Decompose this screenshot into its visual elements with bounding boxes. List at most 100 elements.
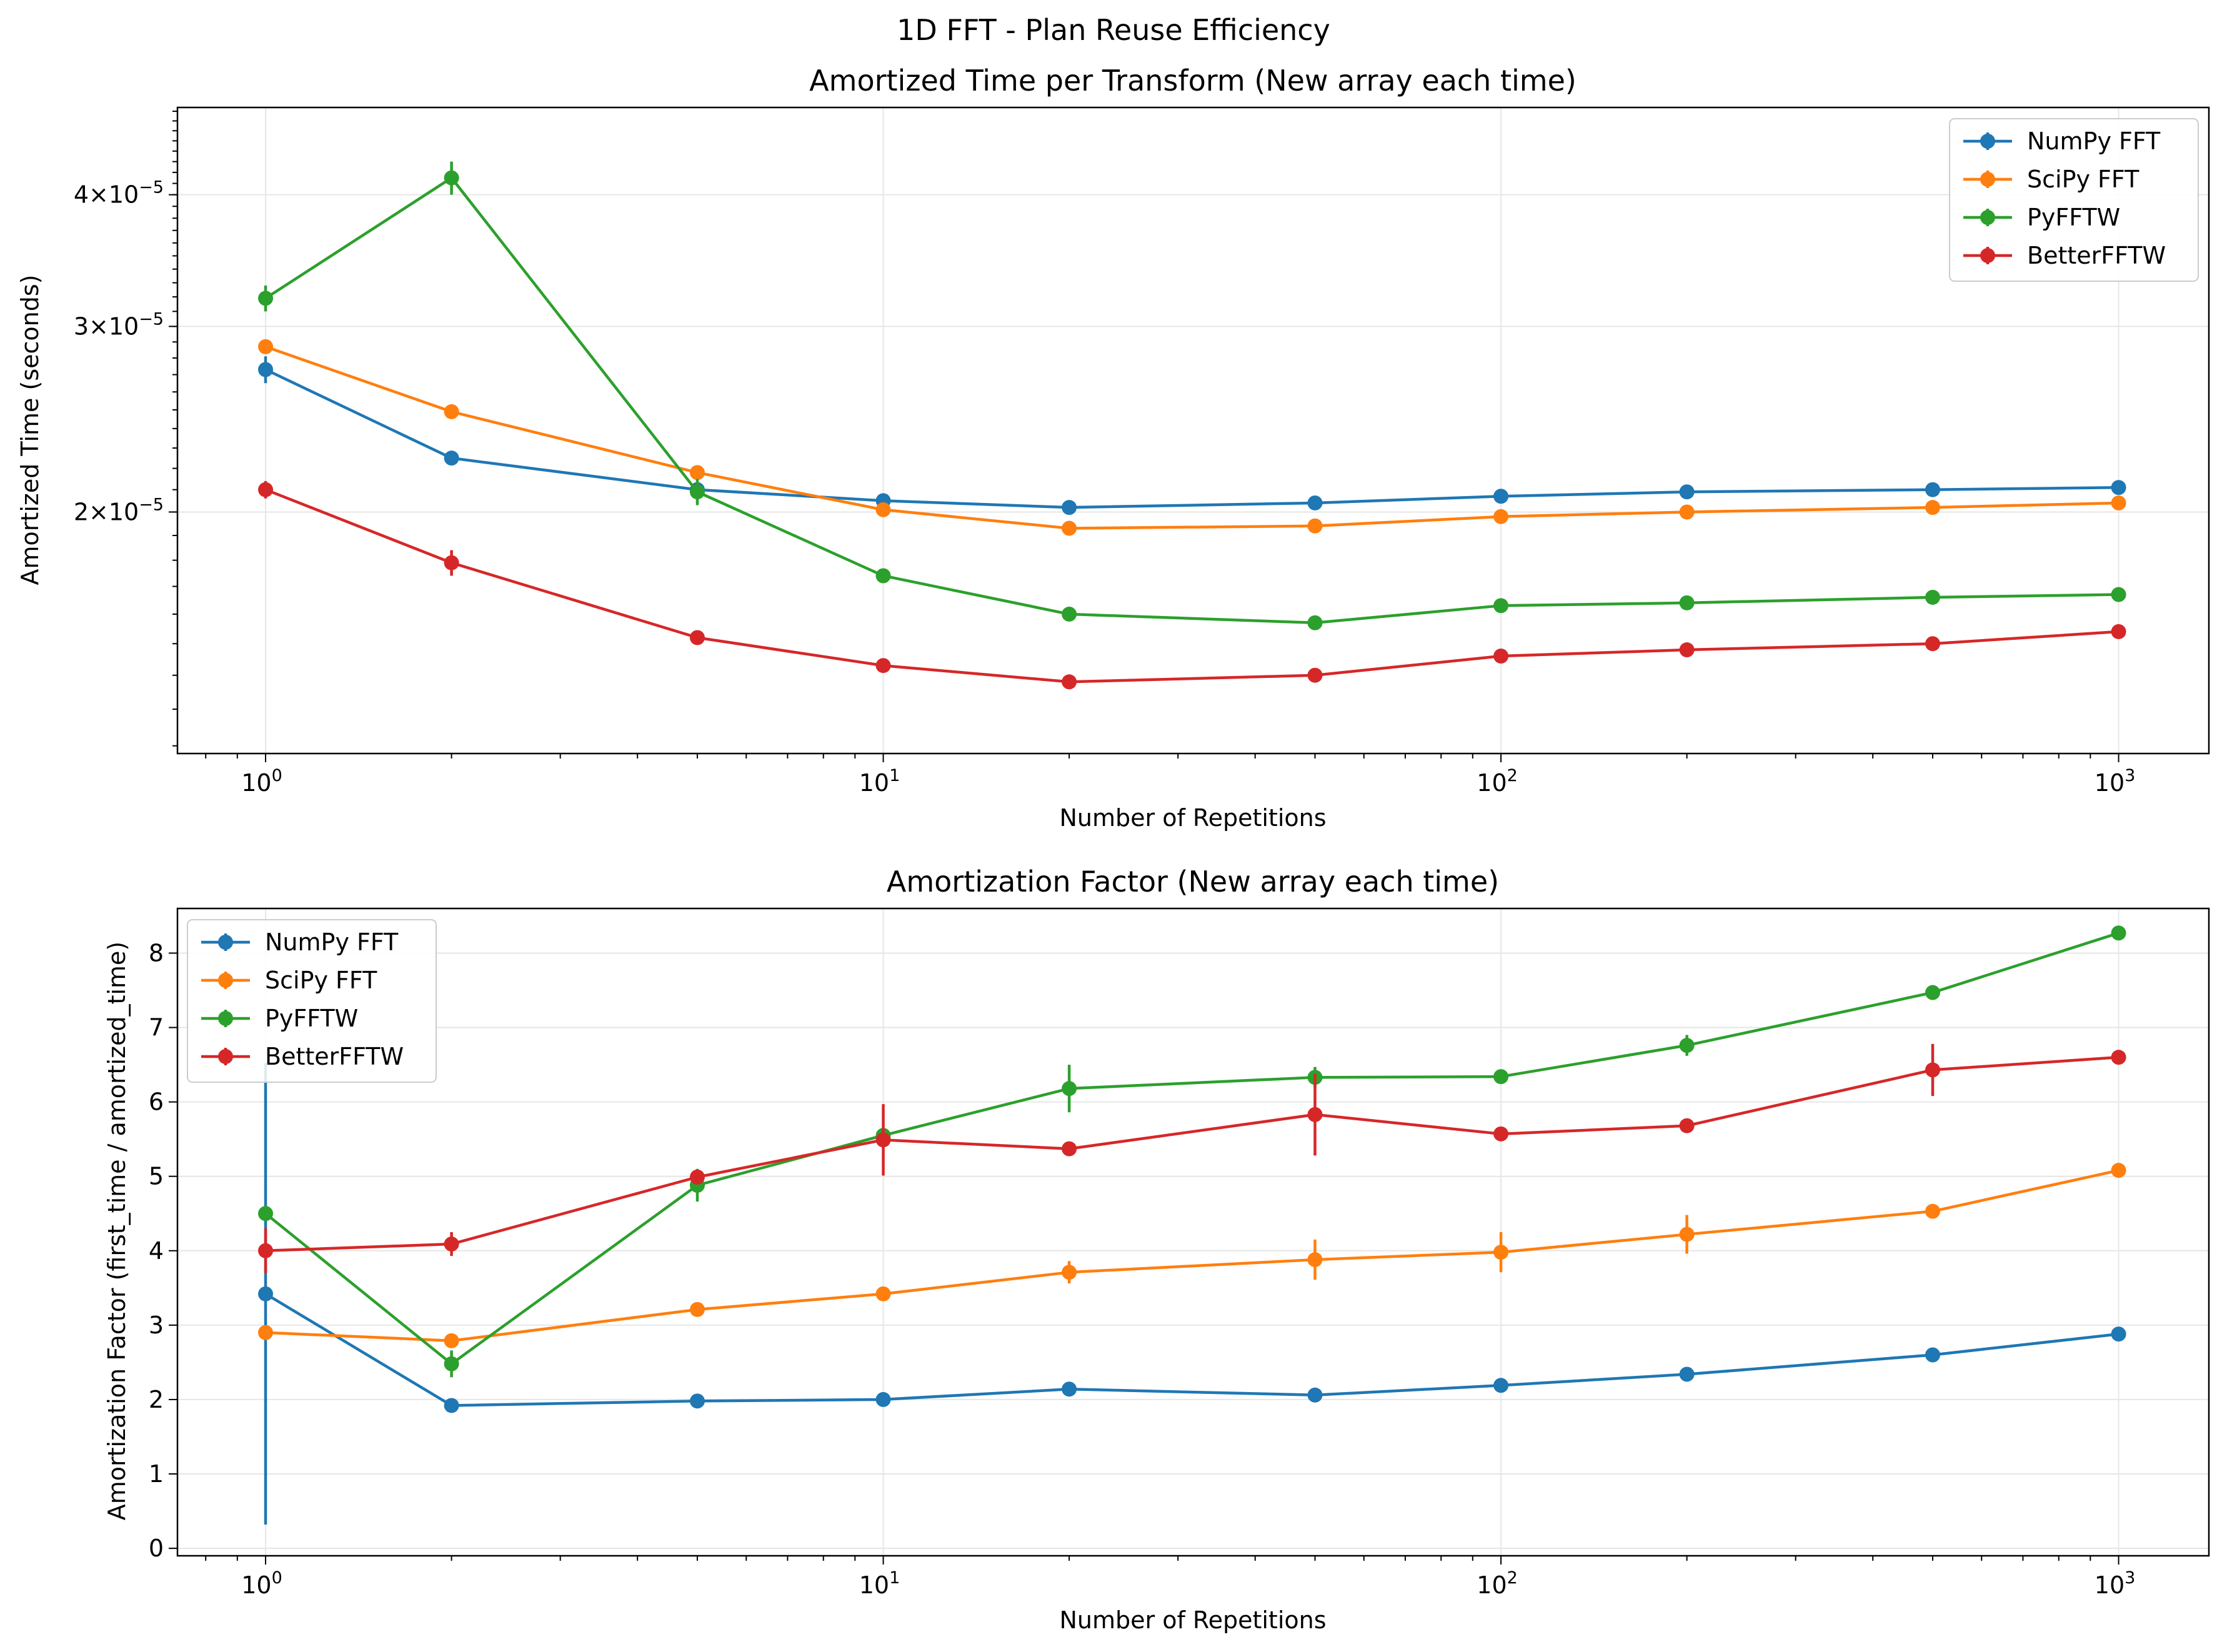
top-panel-legend: NumPy FFT SciPy FFT PyFFTW BetterFFTW	[1949, 118, 2199, 282]
top-panel-legend-box	[1949, 118, 2199, 282]
bottom-panel-data-point-pyfftw	[1925, 985, 1940, 1000]
top-panel-data-point-pyfftw	[2111, 587, 2126, 602]
bottom-panel-data-point-scipy-fft	[1679, 1227, 1695, 1242]
top-panel-legend-marker-scipy-fft	[1980, 172, 1995, 187]
bottom-panel-data-point-pyfftw	[258, 1206, 274, 1222]
top-panel-data-point-numpy-fft	[2111, 480, 2126, 495]
bottom-panel-legend-box	[187, 919, 437, 1083]
top-panel-data-point-numpy-fft	[1307, 495, 1323, 510]
bottom-panel-legend-label-pyfftw: PyFFTW	[265, 1005, 358, 1032]
top-panel-data-point-betterfftw	[689, 630, 705, 645]
top-panel-y-tick-label: 2×10−5	[74, 495, 164, 525]
top-panel-data-point-betterfftw	[444, 555, 459, 570]
bottom-panel-y-axis-label: Amortization Factor (first_time / amorti…	[103, 942, 131, 1521]
bottom-panel-data-point-numpy-fft	[689, 1393, 705, 1409]
top-panel-data-point-numpy-fft	[1062, 500, 1077, 515]
top-panel-x-tick-label: 102	[1477, 766, 1518, 797]
bottom-panel-data-point-pyfftw	[444, 1356, 459, 1371]
bottom-panel-legend-marker-numpy-fft	[218, 935, 233, 950]
bottom-panel-data-point-numpy-fft	[1307, 1387, 1323, 1403]
top-panel-data-point-scipy-fft	[1062, 520, 1077, 536]
bottom-panel-data-point-betterfftw	[1679, 1118, 1695, 1133]
top-panel-data-point-betterfftw	[875, 658, 891, 674]
bottom-panel-data-point-numpy-fft	[1493, 1378, 1509, 1393]
top-panel-data-point-numpy-fft	[444, 450, 459, 466]
top-panel-data-point-scipy-fft	[875, 502, 891, 517]
bottom-panel-data-point-scipy-fft	[444, 1333, 459, 1348]
top-panel-data-point-betterfftw	[1679, 642, 1695, 658]
bottom-panel-data-point-pyfftw	[1679, 1038, 1695, 1053]
top-panel-data-point-betterfftw	[1493, 649, 1509, 664]
top-panel-data-point-betterfftw	[1925, 636, 1940, 652]
top-panel-legend-marker-betterfftw	[1980, 248, 1995, 263]
bottom-panel-y-tick-label: 5	[149, 1163, 164, 1190]
bottom-panel-data-point-pyfftw	[2111, 925, 2126, 941]
top-panel-data-point-betterfftw	[1062, 674, 1077, 690]
bottom-panel-data-point-numpy-fft	[444, 1398, 459, 1413]
bottom-panel-legend-label-betterfftw: BetterFFTW	[265, 1043, 404, 1070]
bottom-panel-data-point-pyfftw	[1062, 1081, 1077, 1097]
top-panel-data-point-pyfftw	[875, 568, 891, 584]
top-panel-legend-label-pyfftw: PyFFTW	[2027, 204, 2120, 231]
top-panel-x-tick-label: 100	[241, 766, 282, 797]
bottom-panel-data-point-betterfftw	[444, 1237, 459, 1252]
top-panel-data-point-scipy-fft	[2111, 495, 2126, 510]
bottom-panel-data-point-scipy-fft	[1493, 1245, 1509, 1260]
top-panel-series-line-numpy-fft	[265, 368, 2119, 509]
bottom-panel-data-point-scipy-fft	[258, 1325, 274, 1340]
top-panel-data-point-pyfftw	[1307, 615, 1323, 630]
bottom-panel-legend-marker-betterfftw	[218, 1049, 233, 1064]
bottom-panel-data-point-numpy-fft	[875, 1391, 891, 1407]
bottom-panel-data-point-scipy-fft	[875, 1286, 891, 1301]
bottom-panel-series-line-betterfftw	[265, 1055, 2119, 1253]
bottom-panel-y-tick-label: 0	[149, 1535, 164, 1562]
bottom-panel-y-tick-label: 8	[149, 939, 164, 967]
top-panel-series-line-pyfftw	[264, 176, 2119, 625]
bottom-panel-legend-label-numpy-fft: NumPy FFT	[265, 928, 399, 956]
top-panel-data-point-numpy-fft	[1925, 482, 1940, 497]
top-panel-data-point-pyfftw	[1925, 589, 1940, 605]
top-panel-data-point-numpy-fft	[1493, 489, 1509, 504]
top-panel-data-point-betterfftw	[2111, 624, 2126, 639]
top-panel-data-point-betterfftw	[1307, 667, 1323, 683]
top-panel-legend-label-scipy-fft: SciPy FFT	[2027, 166, 2140, 193]
figure-title: 1D FFT - Plan Reuse Efficiency	[897, 13, 1330, 47]
top-panel-y-tick-label: 4×10−5	[74, 178, 164, 209]
bottom-panel-legend-marker-scipy-fft	[218, 973, 233, 988]
bottom-panel-axes-frame	[176, 907, 2210, 1557]
bottom-panel-series-line-numpy-fft	[264, 1292, 2119, 1407]
top-panel-series-line-scipy-fft	[265, 345, 2119, 530]
bottom-panel-legend-marker-pyfftw	[218, 1011, 233, 1026]
top-panel-data-point-pyfftw	[689, 484, 705, 500]
top-panel-series-line-betterfftw	[265, 488, 2119, 684]
bottom-panel-data-point-numpy-fft	[1925, 1347, 1940, 1363]
top-panel-data-point-betterfftw	[258, 482, 274, 497]
bottom-panel-data-point-scipy-fft	[1925, 1203, 1940, 1219]
bottom-panel-x-tick-label: 101	[859, 1568, 900, 1599]
bottom-panel-data-point-numpy-fft	[1062, 1381, 1077, 1397]
bottom-panel-y-tick-label: 7	[149, 1014, 164, 1042]
bottom-panel-data-point-betterfftw	[1925, 1062, 1940, 1078]
bottom-panel-data-point-betterfftw	[1493, 1126, 1509, 1142]
top-panel-legend-label-numpy-fft: NumPy FFT	[2027, 127, 2161, 155]
top-panel-amortized-time: Amortized Time per Transform (New array …	[16, 64, 2210, 832]
top-panel-legend-marker-numpy-fft	[1980, 134, 1995, 149]
top-panel-data-point-scipy-fft	[444, 404, 459, 419]
bottom-panel-data-point-betterfftw	[875, 1132, 891, 1148]
bottom-panel-y-tick-label: 3	[149, 1311, 164, 1339]
bottom-panel-y-tick-label: 2	[149, 1386, 164, 1413]
bottom-panel-data-point-scipy-fft	[1307, 1252, 1323, 1268]
top-panel-data-point-scipy-fft	[1679, 504, 1695, 520]
top-panel-data-point-pyfftw	[1679, 595, 1695, 610]
top-panel-data-point-scipy-fft	[1925, 500, 1940, 515]
top-panel-data-point-scipy-fft	[1307, 518, 1323, 534]
top-panel-data-point-numpy-fft	[258, 362, 274, 377]
top-panel-data-point-pyfftw	[1062, 606, 1077, 622]
top-panel-x-tick-label: 101	[859, 766, 900, 797]
bottom-panel-data-point-betterfftw	[258, 1243, 274, 1258]
bottom-panel-data-point-numpy-fft	[1679, 1366, 1695, 1382]
bottom-panel-data-point-betterfftw	[1307, 1107, 1323, 1122]
top-panel-x-axis-label: Number of Repetitions	[1059, 804, 1326, 832]
bottom-panel-data-point-scipy-fft	[1062, 1265, 1077, 1280]
